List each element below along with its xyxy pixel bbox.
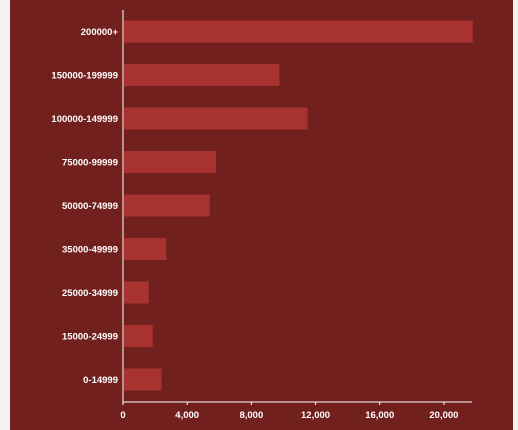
category-label: 35000-49999	[62, 245, 118, 256]
category-label: 150000-199999	[51, 71, 118, 82]
category-label: 75000-99999	[62, 158, 118, 169]
bar-0-14999	[124, 368, 162, 391]
x-tick-label: 0	[120, 410, 125, 421]
chart-area: 200000+ 150000-199999 100000-149999 75000-9…	[10, 0, 513, 430]
category-label: 200000+	[81, 27, 119, 38]
category-label: 15000-24999	[62, 332, 118, 343]
x-tick-label: 16,000	[365, 410, 394, 421]
bar-100000-149999	[124, 107, 308, 130]
category-label: 50000-74999	[62, 201, 118, 212]
x-axis-ticks: 0 4,000 8,000 12,000 16,000 20,000	[120, 402, 458, 421]
x-tick-label: 4,000	[175, 410, 199, 421]
bar-50000-74999	[124, 194, 210, 217]
category-label: 25000-34999	[62, 288, 118, 299]
bar-150000-199999	[124, 64, 280, 86]
bar-35000-49999	[124, 238, 167, 260]
bars-layer	[124, 20, 473, 391]
x-tick-label: 20,000	[429, 410, 458, 421]
category-labels: 200000+ 150000-199999 100000-149999 75000-9…	[51, 27, 118, 386]
bar-25000-34999	[124, 281, 149, 304]
bar-15000-24999	[124, 325, 153, 347]
bar-chart: 200000+ 150000-199999 100000-149999 75000-9…	[51, 10, 473, 421]
x-tick-label: 8,000	[239, 410, 263, 421]
bar-75000-99999	[124, 151, 217, 173]
x-tick-label: 12,000	[301, 410, 330, 421]
category-label: 0-14999	[83, 375, 118, 386]
axes	[122, 10, 472, 403]
category-label: 100000-149999	[51, 114, 118, 125]
bar-200000+	[124, 20, 473, 43]
